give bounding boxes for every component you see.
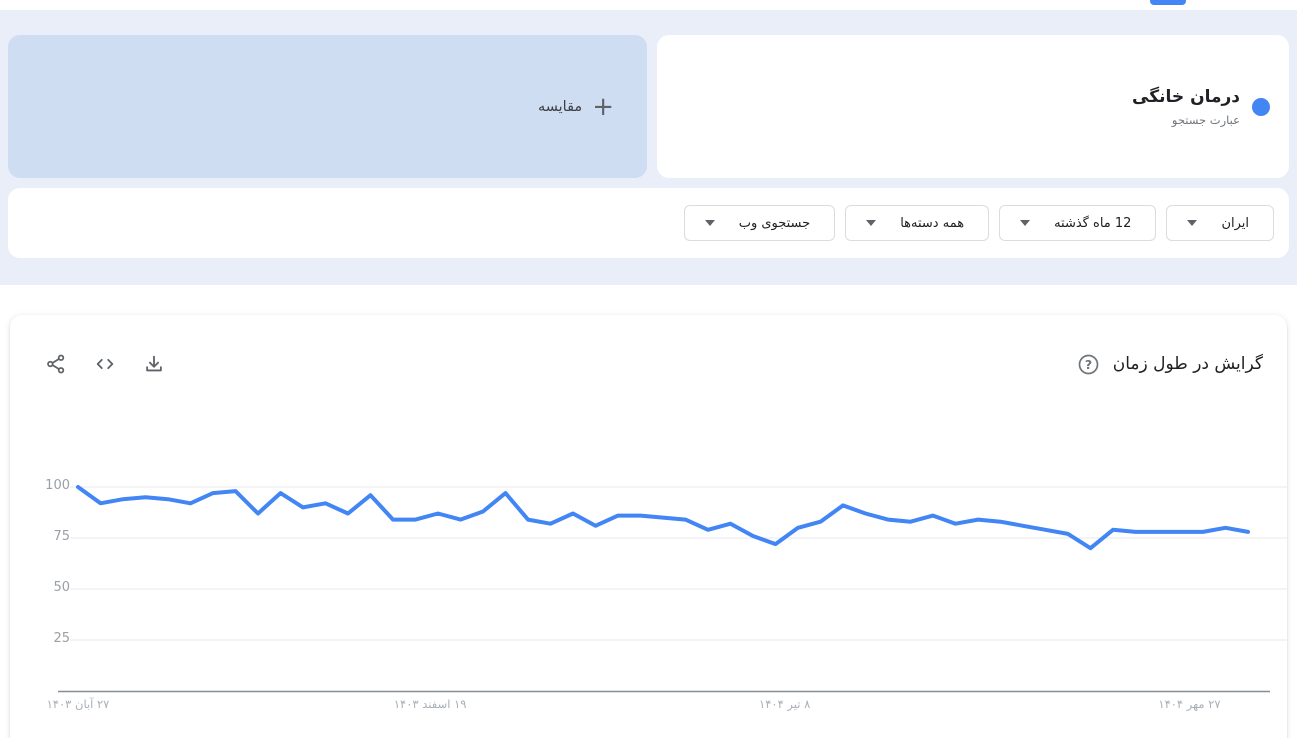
top-app-bar: [0, 0, 1297, 10]
chart-toolbar: [45, 353, 165, 375]
chevron-down-icon: [1020, 220, 1031, 226]
trend-line-svg: [58, 485, 1287, 693]
filter-region-label: ایران: [1221, 215, 1249, 231]
filter-category-label: همه دسته‌ها: [900, 215, 965, 231]
y-axis-tick-label: 75: [53, 529, 70, 544]
share-icon[interactable]: [45, 353, 67, 375]
chevron-down-icon: [1187, 220, 1198, 226]
search-term-label: درمان خانگی: [1132, 86, 1240, 107]
y-axis-tick-label: 50: [53, 580, 70, 595]
filter-search-type-dropdown[interactable]: جستجوی وب: [683, 205, 836, 241]
term-text-block: درمان خانگی عبارت جستجو: [1132, 86, 1240, 128]
filter-search-type-label: جستجوی وب: [738, 215, 811, 231]
x-axis-tick-label: ۱۹ اسفند ۱۴۰۳: [393, 697, 467, 711]
chevron-down-icon: [866, 220, 877, 226]
search-term-card[interactable]: درمان خانگی عبارت جستجو: [657, 35, 1289, 178]
chart-header: گرایش در طول زمان ?: [10, 349, 1287, 379]
query-header-section: درمان خانگی عبارت جستجو + مقایسه ایران 1…: [0, 10, 1297, 285]
x-axis-tick-label: ۲۷ مهر ۱۴۰۴: [1158, 697, 1221, 711]
x-axis-tick-label: ۲۷ آبان ۱۴۰۳: [46, 697, 110, 711]
compare-label: مقایسه: [537, 98, 583, 115]
download-icon[interactable]: [143, 353, 165, 375]
interest-over-time-card: گرایش در طول زمان ?: [10, 315, 1287, 738]
add-comparison-card[interactable]: + مقایسه: [8, 35, 647, 178]
x-axis-tick-label: ۸ تیر ۱۴۰۴: [759, 697, 811, 711]
chevron-down-icon: [704, 220, 715, 226]
cards-row: درمان خانگی عبارت جستجو + مقایسه: [8, 35, 1289, 178]
y-axis-tick-label: 100: [45, 478, 70, 493]
filter-category-dropdown[interactable]: همه دسته‌ها: [845, 205, 990, 241]
chart-title-group: گرایش در طول زمان ?: [1078, 354, 1263, 375]
main-content: گرایش در طول زمان ?: [0, 285, 1297, 738]
active-tab-indicator: [1150, 0, 1186, 5]
help-icon[interactable]: ?: [1078, 354, 1099, 375]
plus-icon: +: [592, 91, 614, 122]
svg-text:?: ?: [1085, 356, 1092, 371]
chart-plot-area: 25 50 75 100 ۲۷ آبان ۱۴۰۳ ۱۹ اسفند ۱۴۰۳ ۸ تیر …: [10, 315, 1287, 738]
filter-time-range-dropdown[interactable]: 12 ماه گذشته: [999, 205, 1157, 241]
chart-title: گرایش در طول زمان: [1112, 354, 1263, 374]
filter-region-dropdown[interactable]: ایران: [1166, 205, 1274, 241]
filter-time-range-label: 12 ماه گذشته: [1054, 215, 1132, 231]
series-color-dot-icon: [1252, 97, 1270, 116]
filter-bar: ایران 12 ماه گذشته همه دسته‌ها جستجوی وب: [8, 188, 1289, 258]
y-axis-tick-label: 25: [53, 631, 70, 646]
term-type-label: عبارت جستجو: [1171, 113, 1240, 128]
embed-code-icon[interactable]: [93, 353, 117, 375]
